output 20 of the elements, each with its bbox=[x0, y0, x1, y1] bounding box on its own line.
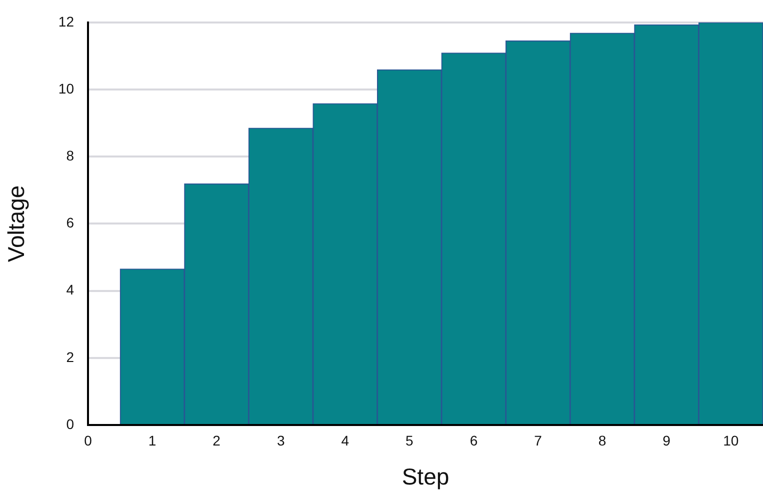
y-tick-label: 4 bbox=[66, 282, 74, 298]
x-tick-label: 1 bbox=[148, 432, 156, 448]
y-tick-label: 2 bbox=[66, 348, 74, 365]
y-tick-label: 0 bbox=[66, 416, 74, 432]
x-tick-label: 5 bbox=[406, 432, 414, 448]
y-axis-title: Voltage bbox=[3, 185, 30, 262]
y-tick-label: 8 bbox=[66, 147, 74, 164]
x-axis-title: Step bbox=[402, 464, 450, 490]
x-tick-label: 10 bbox=[723, 432, 739, 448]
y-tick-label: 12 bbox=[58, 13, 74, 30]
x-tick-label: 6 bbox=[470, 432, 478, 448]
x-tick-label: 0 bbox=[84, 432, 92, 448]
y-tick-label: 6 bbox=[66, 214, 74, 231]
x-tick-label: 3 bbox=[276, 432, 285, 448]
x-tick-label: 7 bbox=[534, 432, 542, 448]
y-tick-label: 10 bbox=[58, 80, 74, 96]
x-tick-label: 9 bbox=[662, 432, 671, 448]
x-tick-label: 4 bbox=[341, 432, 350, 448]
x-tick-label: 2 bbox=[212, 432, 221, 448]
x-tick-label: 8 bbox=[598, 432, 606, 448]
